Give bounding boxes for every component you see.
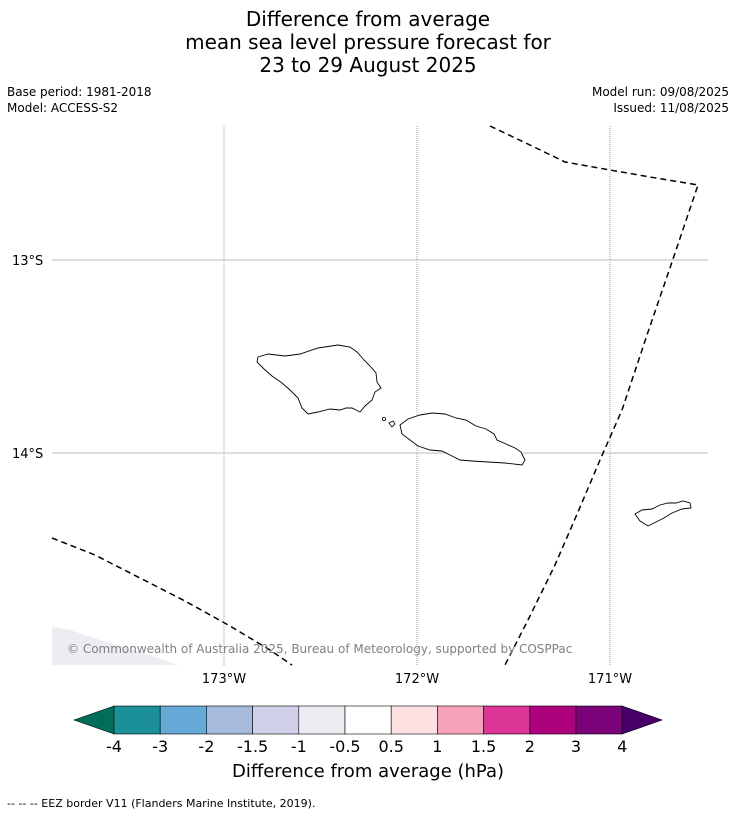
base-period: Base period: 1981-2018 — [7, 85, 152, 99]
colorbar-bin — [483, 705, 531, 735]
title-line-3: 23 to 29 August 2025 — [259, 53, 477, 77]
colorbar-bin — [575, 705, 623, 735]
colorbar-over-arrow — [621, 705, 663, 735]
colorbar-bin — [298, 705, 346, 735]
colorbar-tick-label: -1 — [290, 737, 307, 756]
lat-label-13s: 13°S — [12, 254, 43, 269]
colorbar-bin — [390, 705, 438, 735]
colorbar-tick-label: -4 — [106, 737, 122, 756]
colorbar-tick-label: 2 — [524, 737, 535, 756]
colorbar-tick-label: -1.5 — [236, 737, 269, 756]
colorbar-tick-label: -0.5 — [329, 737, 361, 756]
eez-border-southwest — [51, 537, 293, 666]
colorbar-bin — [252, 705, 300, 735]
colorbar-bin — [437, 705, 484, 735]
copyright-text: © Commonwealth of Australia 2025, Bureau… — [67, 642, 572, 656]
issued-date: Issued: 11/08/2025 — [613, 101, 729, 115]
colorbar — [73, 705, 663, 735]
island-upolu — [399, 412, 526, 466]
lon-label-172w: 172°W — [395, 672, 439, 687]
colorbar-tick-label: 1.5 — [470, 737, 497, 756]
colorbar-tick-label: -3 — [152, 737, 169, 756]
title-line-1: Difference from average — [245, 7, 491, 31]
title-line-2: mean sea level pressure forecast for — [185, 30, 551, 54]
anomaly-shading — [52, 627, 178, 665]
meta-left: Base period: 1981-2018 Model: ACCESS-S2 — [7, 84, 152, 116]
island-tutuila — [634, 500, 692, 527]
colorbar-label: Difference from average (hPa) — [231, 761, 505, 782]
colorbar-tick-label: 4 — [617, 737, 628, 756]
island-savaii — [256, 344, 382, 415]
colorbar-tick-label: 1 — [432, 737, 443, 756]
map-title: Difference from average mean sea level p… — [0, 8, 736, 77]
islet-manono — [388, 420, 396, 428]
colorbar-bin — [206, 705, 253, 735]
colorbar-tick-label: 3 — [570, 737, 582, 756]
colorbar-tick-label: -2 — [198, 737, 215, 756]
lon-label-173w: 173°W — [202, 672, 246, 687]
colorbar-under-arrow — [73, 705, 115, 735]
lon-label-171w: 171°W — [588, 672, 632, 687]
model-name: Model: ACCESS-S2 — [7, 101, 119, 115]
meta-right: Model run: 09/08/2025 Issued: 11/08/2025 — [592, 84, 729, 116]
lat-label-14s: 14°S — [12, 447, 43, 462]
colorbar-bin — [113, 705, 161, 735]
eez-border-east — [489, 125, 699, 666]
islet-apolima — [381, 416, 386, 421]
colorbar-bin — [159, 705, 207, 735]
colorbar-bin — [529, 705, 577, 735]
colorbar-bin — [344, 705, 392, 735]
eez-legend: -- -- -- EEZ border V11 (Flanders Marine… — [7, 797, 316, 810]
model-run: Model run: 09/08/2025 — [591, 85, 729, 99]
colorbar-tick-label: 0.5 — [378, 737, 404, 756]
